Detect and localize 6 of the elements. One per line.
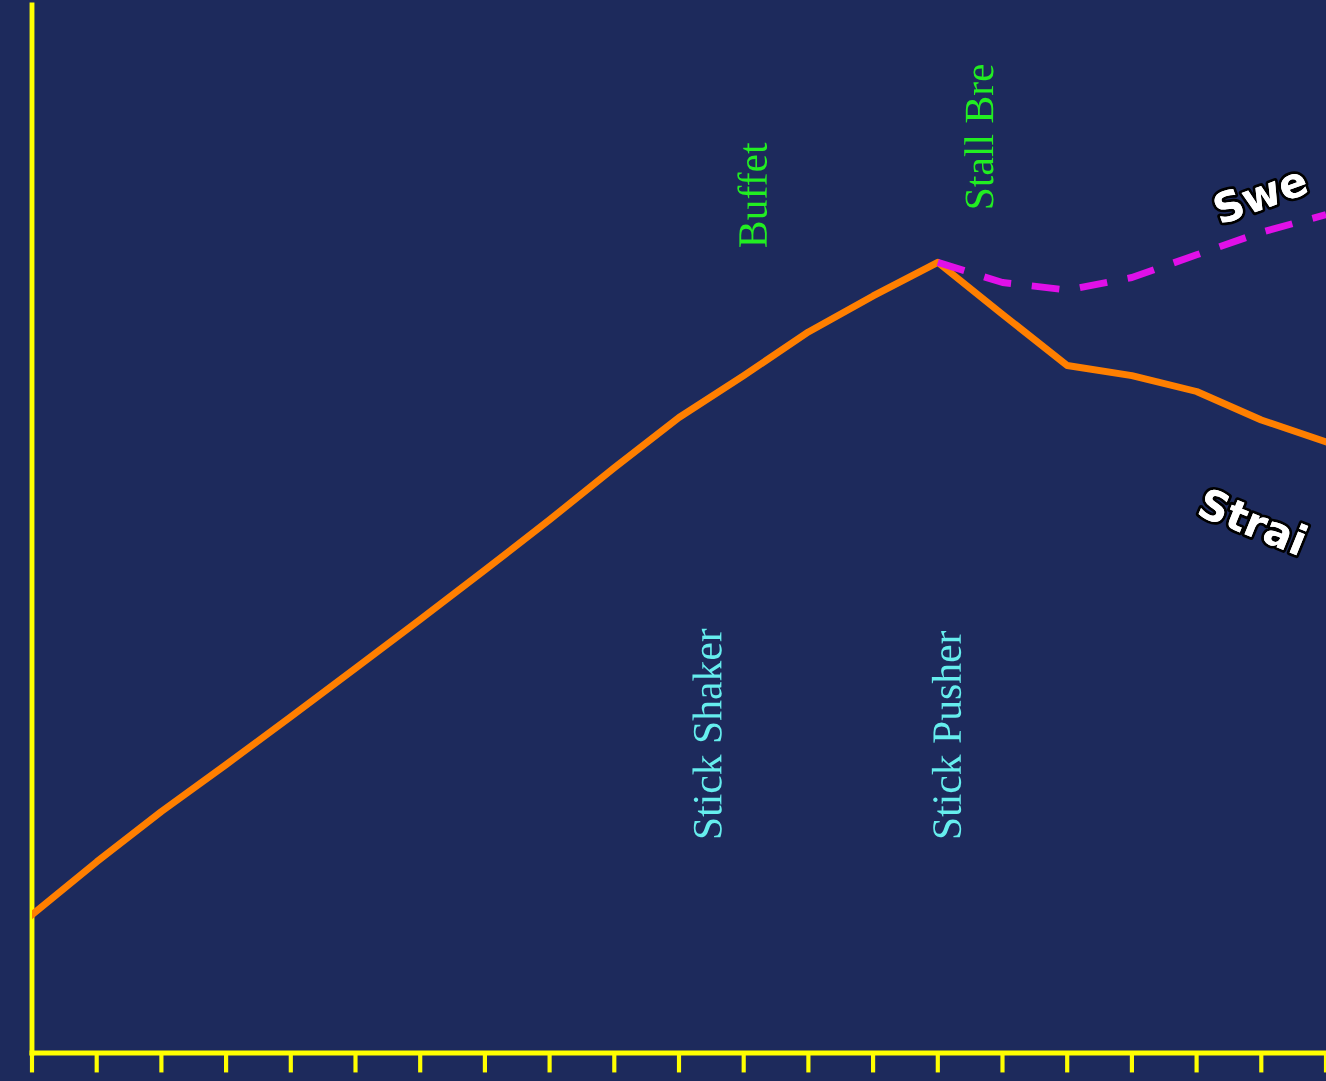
annotation: Stick Shaker bbox=[692, 628, 722, 838]
annotation: Buffet bbox=[737, 142, 768, 247]
text: Swe bbox=[1212, 163, 1309, 225]
annotation: Stick Pusher bbox=[931, 630, 962, 838]
text: Stall Bre bbox=[964, 64, 994, 208]
text: Strai bbox=[1197, 486, 1309, 556]
